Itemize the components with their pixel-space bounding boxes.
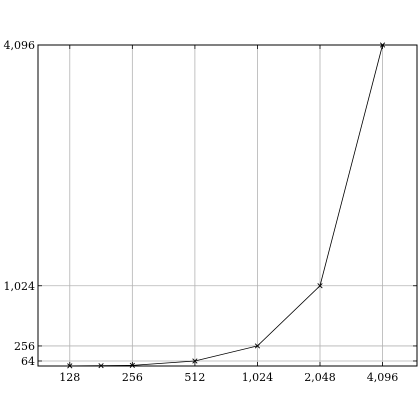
grid-lines: [38, 44, 417, 366]
y-tick-label: 64: [21, 355, 35, 368]
tick-layer: [38, 44, 417, 366]
y-tick-label: 4,096: [4, 39, 36, 52]
tick-labels: 128 256 512 1,024 2,048 4,096 64 256 1,024 4,096: [4, 39, 399, 384]
plot-frame: [37, 44, 418, 367]
x-tick-label: 256: [122, 371, 143, 384]
x-tick-label: 512: [184, 371, 205, 384]
series-layer: [67, 42, 386, 369]
y-tick-label: 256: [14, 340, 35, 353]
data-point-marker: [317, 283, 323, 289]
x-tick-label: 4,096: [367, 371, 399, 384]
data-point-marker: [192, 358, 198, 364]
series-line: [69, 44, 383, 367]
x-tick-label: 2,048: [304, 371, 336, 384]
data-point-marker: [254, 343, 261, 349]
x-tick-label: 1,024: [242, 371, 274, 384]
x-tick-label: 128: [59, 371, 80, 384]
y-tick-label: 1,024: [4, 280, 36, 293]
